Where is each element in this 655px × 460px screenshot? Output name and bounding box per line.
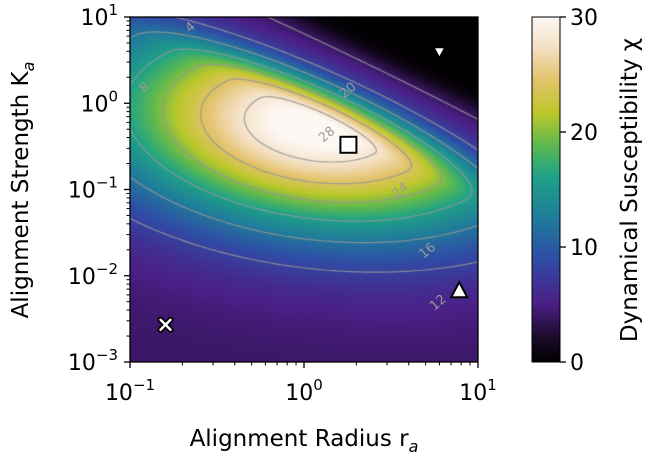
y-axis-label: Alignment Strength Ka <box>8 62 38 319</box>
y-tick-label: 101 <box>80 1 118 31</box>
x-marker <box>157 316 174 333</box>
y-tick-label: 10−3 <box>68 346 118 376</box>
square-marker <box>339 135 358 154</box>
colorbar-tick-label: 10 <box>570 236 598 261</box>
colorbar-label: Dynamical Susceptibility χ <box>617 38 643 342</box>
colorbar: 0 10 20 30 Dynamical Susceptibility χ <box>531 6 643 376</box>
markers <box>157 46 469 333</box>
y-axis-ticks: 10−3 10−2 10−1 100 101 <box>68 1 130 376</box>
colorbar-ticks: 0 10 20 30 <box>560 6 598 376</box>
colorbar-gradient <box>531 16 561 363</box>
x-axis-label: Alignment Radius ra <box>190 426 419 456</box>
colorbar-tick-label: 30 <box>570 6 598 31</box>
triangle-up-marker <box>449 280 469 299</box>
x-tick-label: 10−1 <box>105 376 155 406</box>
x-axis-ticks: 10−1 100 101 <box>105 362 497 406</box>
y-tick-label: 100 <box>80 87 118 117</box>
y-tick-label: 10−2 <box>68 260 118 290</box>
x-tick-label: 101 <box>459 376 497 406</box>
y-tick-label: 10−1 <box>68 174 118 204</box>
x-tick-label: 100 <box>285 376 323 406</box>
colorbar-tick-label: 20 <box>570 121 598 146</box>
triangle-down-marker <box>431 46 448 61</box>
colorbar-tick-label: 0 <box>570 351 584 376</box>
heatmap-canvas <box>130 17 478 362</box>
